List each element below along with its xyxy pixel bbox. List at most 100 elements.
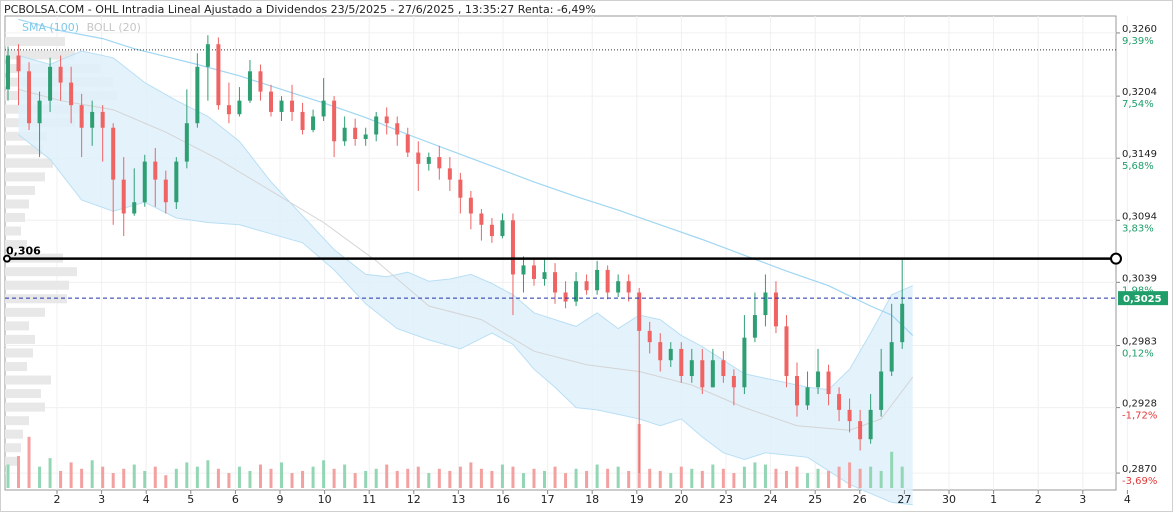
candle-body (900, 303, 905, 343)
volume-profile-bar (5, 226, 21, 236)
volume-bar (490, 470, 494, 488)
y-axis-percent-label: 1,98% (1122, 285, 1154, 296)
volume-bar (258, 464, 262, 488)
x-axis-label: 3 (1079, 493, 1086, 506)
volume-profile-bar (5, 307, 45, 317)
y-axis-percent-label: 9,39% (1122, 36, 1154, 47)
y-axis-price-label: 0,3204 (1122, 87, 1157, 98)
volume-bar (511, 466, 515, 488)
x-axis-label: 13 (451, 493, 465, 506)
volume-bar (395, 470, 399, 488)
volume-bar (122, 468, 126, 488)
candle-body (700, 360, 705, 388)
volume-bar (174, 468, 178, 488)
volume-bar (679, 466, 683, 488)
candle-body (837, 394, 842, 410)
candle-body (363, 134, 368, 140)
candle-body (521, 265, 526, 275)
volume-bar (353, 473, 357, 488)
volume-bar (564, 473, 568, 488)
volume-bar (311, 466, 315, 488)
volume-bar (869, 466, 873, 488)
volume-bar (111, 473, 115, 488)
volume-profile-bar (5, 267, 77, 277)
candle-body (205, 44, 210, 67)
volume-bar (48, 458, 52, 488)
volume-bar (721, 468, 725, 488)
candle-body (395, 123, 400, 135)
volume-bar (795, 466, 799, 488)
x-axis-label: 26 (853, 493, 867, 506)
candle-body (795, 376, 799, 406)
candle-body (69, 82, 74, 106)
sma-legend-label[interactable]: SMA (100) (22, 21, 80, 34)
x-axis-label: 12 (407, 493, 421, 506)
bollinger-middle-line (18, 88, 914, 431)
volume-bar (595, 464, 599, 488)
volume-profile-bar (5, 429, 23, 439)
volume-bar (616, 466, 620, 488)
volume-profile-bar (5, 334, 35, 344)
volume-bar (59, 470, 63, 488)
volume-bar (585, 470, 589, 488)
volume-bar (553, 466, 557, 488)
volume-profile-bar (5, 375, 51, 385)
horizontal-line-handle[interactable] (1110, 252, 1122, 265)
volume-profile-bar (5, 36, 65, 46)
volume-bar (784, 470, 788, 488)
volume-bar (774, 468, 778, 488)
horizontal-line-start-handle[interactable] (3, 254, 11, 263)
volume-bar (858, 468, 862, 488)
candle-body (447, 168, 452, 180)
volume-bar (216, 468, 220, 488)
volume-bar (237, 466, 241, 488)
volume-bar (543, 470, 547, 488)
volume-bar (6, 464, 10, 488)
candle-body (689, 360, 694, 377)
candle-body (868, 409, 873, 440)
volume-bar (606, 468, 610, 488)
volume-bar (406, 468, 410, 488)
candle-body (731, 376, 736, 388)
volume-bar (269, 468, 273, 488)
x-axis-label: 11 (362, 493, 376, 506)
volume-profile-bar (5, 443, 21, 453)
volume-bar (458, 466, 462, 488)
candle-body (489, 224, 494, 237)
candle-body (247, 71, 252, 101)
candle-body (710, 360, 715, 388)
candle-body (121, 179, 126, 214)
y-axis-price-label: 0,2870 (1122, 464, 1157, 475)
candle-body (563, 292, 568, 302)
volume-bar (837, 466, 841, 488)
candle-body (48, 66, 53, 101)
y-axis-percent-label: 5,68% (1122, 161, 1154, 172)
candle-body (679, 348, 684, 377)
volume-bar (448, 470, 452, 488)
y-axis-price-label: 0,3149 (1122, 149, 1157, 160)
volume-profile-bar (5, 389, 41, 399)
volume-bar (500, 464, 504, 488)
candle-body (237, 100, 242, 115)
volume-bar (101, 466, 105, 488)
candle-body (879, 371, 884, 410)
volume-bar (132, 464, 136, 488)
x-axis-label: 19 (630, 493, 644, 506)
candle-body (426, 157, 431, 164)
volume-bar (890, 451, 894, 488)
volume-bar (322, 460, 326, 488)
boll-legend-label[interactable]: BOLL (20) (86, 21, 141, 34)
volume-bar (690, 468, 694, 488)
volume-bar (80, 468, 84, 488)
volume-bar (900, 466, 904, 488)
volume-bar (574, 468, 578, 488)
y-axis-percent-label: 3,83% (1122, 223, 1154, 234)
candle-body (163, 179, 168, 203)
volume-bar (227, 473, 231, 488)
x-axis-label: 17 (541, 493, 555, 506)
x-axis-label: 27 (897, 493, 911, 506)
candle-body (132, 202, 137, 214)
chart-title: PCBOLSA.COM - OHL Intradia Lineal Ajusta… (4, 3, 596, 16)
